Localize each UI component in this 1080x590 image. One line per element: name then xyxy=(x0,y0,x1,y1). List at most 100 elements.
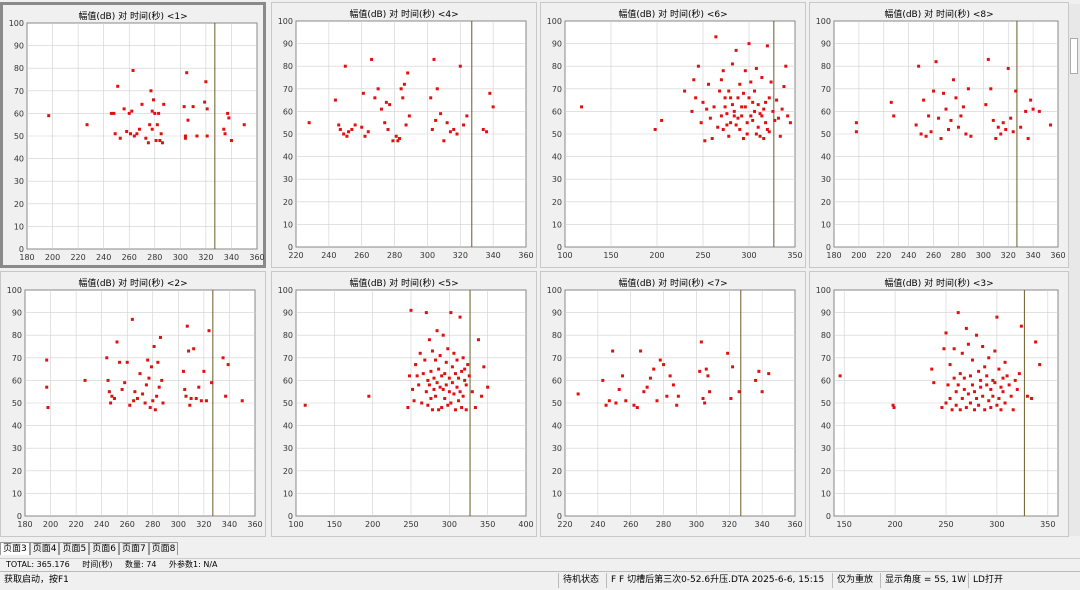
tab-page8[interactable]: 页面8 xyxy=(148,542,179,555)
x-tick-label: 300 xyxy=(689,520,704,529)
data-point xyxy=(961,105,965,109)
data-point xyxy=(985,374,989,378)
data-point xyxy=(125,360,129,364)
data-point xyxy=(652,367,656,371)
data-point xyxy=(607,399,611,403)
y-tick-label: 10 xyxy=(552,489,562,498)
y-tick-label: 0 xyxy=(288,243,293,252)
chart-panel-8[interactable]: 幅值(dB) 对 时间(秒) <3> 0 10 20 30 40 50 60 70 80 90 100… xyxy=(809,271,1069,537)
data-point xyxy=(987,356,991,360)
data-point xyxy=(127,111,131,115)
data-point xyxy=(704,367,708,371)
data-point xyxy=(946,127,950,131)
y-tick-label: 30 xyxy=(552,175,562,184)
y-tick-label: 60 xyxy=(552,376,562,385)
data-point xyxy=(1009,394,1013,398)
data-point xyxy=(373,96,377,100)
chart-panel-7[interactable]: 幅值(dB) 对 时间(秒) <7> 0 10 20 30 40 50 60 70 80 90 100… xyxy=(540,271,806,537)
data-point xyxy=(719,114,723,118)
y-tick-label: 90 xyxy=(821,40,831,49)
scatter-plot: 0 10 20 30 40 50 60 70 80 90 100 100 150 200 250 300 350… xyxy=(278,286,534,529)
chart-panel-5[interactable]: 幅值(dB) 对 时间(秒) <2> 0 10 20 30 40 50 60 70 80 90 100… xyxy=(0,271,266,537)
data-point xyxy=(137,127,141,131)
data-point xyxy=(996,125,1000,129)
data-point xyxy=(439,112,443,116)
scrollbar-thumb[interactable] xyxy=(1070,38,1078,74)
chart-panel-3[interactable]: 幅值(dB) 对 时间(秒) <6> 0 10 20 30 40 50 60 70 80 90 100… xyxy=(540,2,806,268)
data-point xyxy=(956,125,960,129)
x-tick-label: 300 xyxy=(442,520,457,529)
data-point xyxy=(751,118,755,122)
data-point xyxy=(132,134,136,138)
data-point xyxy=(950,408,954,412)
data-point xyxy=(991,118,995,122)
vertical-scrollbar[interactable] xyxy=(1069,4,1080,536)
y-tick-label: 80 xyxy=(821,331,831,340)
y-tick-label: 70 xyxy=(552,354,562,363)
chart-panel-1[interactable]: 幅值(dB) 对 时间(秒) <1> 0 10 20 30 40 50 60 70 80 90 100… xyxy=(0,2,266,268)
data-point xyxy=(131,68,135,72)
data-point xyxy=(914,123,918,127)
data-point xyxy=(432,387,436,391)
y-tick-label: 50 xyxy=(552,399,562,408)
data-point xyxy=(391,139,395,143)
data-point xyxy=(706,374,710,378)
x-tick-label: 200 xyxy=(649,251,664,260)
tab-page3[interactable]: 页面3 xyxy=(0,542,30,555)
tab-page5[interactable]: 页面5 xyxy=(59,542,90,555)
y-tick-label: 10 xyxy=(283,220,293,229)
data-point xyxy=(854,121,858,125)
data-point xyxy=(157,111,161,115)
data-point xyxy=(429,396,433,400)
chart-panel-2[interactable]: 幅值(dB) 对 时间(秒) <4> 0 10 20 30 40 50 60 70 80 90 100… xyxy=(271,2,537,268)
x-tick-label: 260 xyxy=(122,253,137,262)
x-tick-label: 280 xyxy=(951,251,966,260)
data-point xyxy=(452,351,456,355)
x-tick-label: 300 xyxy=(741,251,756,260)
tab-page7[interactable]: 页面7 xyxy=(118,542,149,555)
y-tick-label: 90 xyxy=(12,309,22,318)
data-point xyxy=(333,98,337,102)
data-point xyxy=(1014,89,1018,93)
x-tick-label: 250 xyxy=(938,520,953,529)
data-point xyxy=(1001,376,1005,380)
data-point xyxy=(203,100,207,104)
data-point xyxy=(660,118,664,122)
tab-page6[interactable]: 页面6 xyxy=(89,542,119,555)
data-point xyxy=(444,383,448,387)
y-tick-label: 20 xyxy=(283,198,293,207)
chart-panel-6[interactable]: 幅值(dB) 对 时间(秒) <5> 0 10 20 30 40 50 60 70 80 90 100… xyxy=(271,271,537,537)
data-point xyxy=(997,367,1001,371)
scatter-plot: 0 10 20 30 40 50 60 70 80 90 100 220 240 260 280 300 320… xyxy=(547,286,803,529)
chart-panel-4[interactable]: 幅值(dB) 对 时间(秒) <8> 0 10 20 30 40 50 60 70 80 90 100… xyxy=(809,2,1069,268)
data-point xyxy=(726,351,730,355)
data-point xyxy=(760,114,764,118)
data-point xyxy=(617,387,621,391)
tab-page4[interactable]: 页面4 xyxy=(29,542,60,555)
y-tick-label: 100 xyxy=(278,286,293,295)
data-point xyxy=(937,116,941,120)
data-point xyxy=(153,111,157,115)
data-point xyxy=(224,394,228,398)
data-point xyxy=(939,137,943,141)
x-tick-label: 250 xyxy=(695,251,710,260)
data-point xyxy=(692,78,696,82)
x-tick-label: 280 xyxy=(147,253,162,262)
y-tick-label: 80 xyxy=(283,62,293,71)
data-point xyxy=(760,76,764,79)
data-point xyxy=(128,403,132,407)
data-point xyxy=(764,100,768,104)
data-point xyxy=(183,387,187,391)
y-tick-label: 70 xyxy=(14,87,24,96)
data-point xyxy=(753,89,757,93)
data-point xyxy=(427,383,431,387)
data-point xyxy=(749,114,753,118)
data-point xyxy=(458,64,462,68)
data-point xyxy=(457,376,461,380)
data-point xyxy=(455,358,459,362)
data-point xyxy=(110,394,114,398)
data-point xyxy=(743,69,747,73)
data-point xyxy=(407,374,411,378)
data-point xyxy=(465,114,469,118)
data-point xyxy=(716,125,720,129)
